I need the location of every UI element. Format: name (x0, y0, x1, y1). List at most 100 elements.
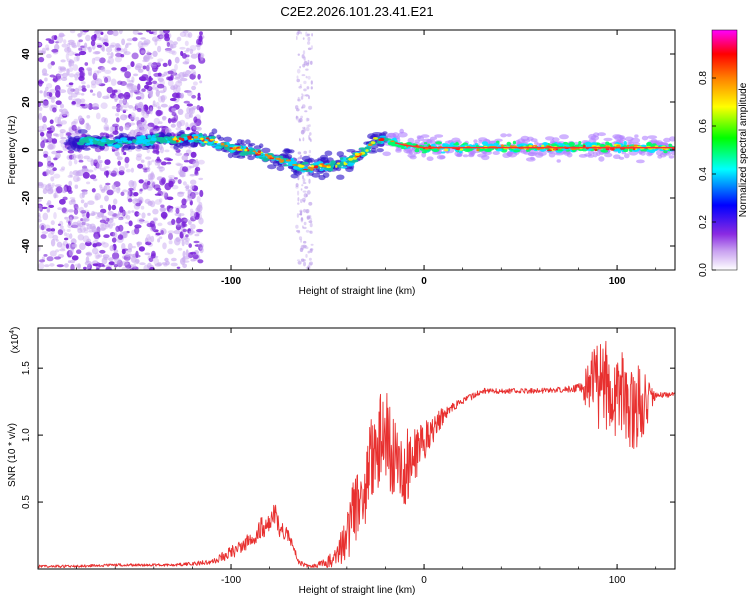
noise-speckle (106, 60, 111, 64)
noise-speckle (306, 86, 310, 90)
noise-speckle (84, 62, 89, 66)
y-tick-label: 1.0 (21, 428, 32, 442)
ridge-halo (477, 153, 487, 158)
noise-speckle (197, 159, 205, 165)
noise-speckle (137, 83, 141, 91)
noise-speckle (52, 75, 58, 83)
ridge-core (266, 152, 274, 156)
ridge-core (201, 143, 205, 147)
ridge-halo (66, 145, 76, 151)
noise-speckle (104, 159, 111, 166)
noise-speckle (295, 185, 299, 189)
ridge-core (210, 135, 217, 139)
noise-speckle (87, 169, 94, 173)
ridge-hotspot (193, 135, 199, 139)
noise-speckle (298, 139, 302, 142)
y-tick-label: -20 (21, 190, 32, 205)
noise-speckle (56, 186, 63, 194)
noise-speckle (182, 166, 188, 173)
ridge-halo (613, 154, 621, 159)
noise-speckle (302, 137, 305, 142)
noise-speckle (153, 257, 160, 265)
noise-speckle (153, 218, 158, 222)
noise-speckle (176, 266, 181, 269)
noise-speckle (168, 180, 174, 188)
noise-speckle (108, 261, 115, 266)
noise-speckle (92, 72, 98, 81)
noise-speckle (184, 112, 191, 120)
noise-speckle (186, 47, 190, 52)
noise-speckle (194, 244, 201, 247)
noise-speckle (90, 40, 96, 47)
noise-speckle (169, 43, 177, 49)
noise-speckle (91, 57, 96, 65)
noise-speckle (113, 263, 118, 268)
ridge-hotspot (236, 148, 242, 151)
ridge-halo (612, 134, 622, 139)
noise-speckle (45, 168, 50, 176)
noise-speckle (175, 148, 181, 153)
noise-speckle (50, 238, 56, 247)
noise-speckle (167, 70, 174, 75)
ridge-core (668, 143, 672, 147)
noise-speckle (38, 56, 45, 63)
noise-speckle (47, 137, 51, 142)
noise-speckle (196, 228, 204, 233)
ridge-halo (136, 145, 142, 150)
noise-speckle (136, 107, 142, 113)
noise-speckle (99, 184, 103, 189)
noise-speckle (194, 211, 200, 218)
noise-speckle (103, 170, 110, 176)
noise-speckle (152, 252, 156, 257)
noise-speckle (299, 247, 304, 252)
noise-speckle (296, 213, 299, 218)
noise-speckle (41, 231, 48, 235)
ridge-core (513, 149, 521, 153)
noise-speckle (74, 263, 81, 267)
noise-speckle (297, 96, 300, 102)
noise-speckle (40, 183, 48, 189)
ridge-halo (641, 135, 649, 141)
y-tick-label: 1.5 (21, 361, 32, 375)
ridge-halo (397, 131, 408, 138)
noise-speckle (46, 256, 54, 262)
noise-speckle (308, 201, 313, 206)
noise-speckle (71, 121, 78, 125)
noise-speckle (59, 225, 64, 229)
noise-speckle (143, 264, 150, 270)
noise-speckle (45, 47, 50, 51)
noise-speckle (198, 211, 202, 214)
noise-speckle (299, 66, 301, 69)
noise-speckle (116, 186, 121, 194)
ridge-halo (417, 135, 424, 142)
noise-speckle (140, 108, 145, 116)
noise-speckle (185, 249, 189, 257)
ridge-halo (578, 154, 588, 158)
ridge-core (97, 140, 102, 143)
noise-speckle (38, 129, 44, 133)
noise-speckle (56, 73, 64, 77)
ridge-halo (506, 133, 512, 137)
ridge-core (89, 141, 94, 145)
noise-speckle (79, 242, 86, 251)
noise-speckle (147, 180, 151, 186)
noise-speckle (302, 128, 306, 133)
noise-speckle (56, 264, 64, 268)
noise-speckle (190, 53, 198, 59)
noise-speckle (147, 236, 152, 244)
noise-speckle (88, 46, 92, 53)
noise-speckle (118, 170, 125, 176)
ridge-core (122, 139, 129, 143)
noise-speckle (157, 238, 161, 243)
noise-speckle (169, 207, 174, 213)
noise-speckle (161, 191, 167, 197)
noise-speckle (96, 44, 102, 48)
ridge-halo (436, 154, 446, 160)
noise-speckle (297, 98, 301, 102)
noise-speckle (71, 221, 79, 229)
ridge-halo (598, 156, 605, 162)
ridge-hotspot (444, 148, 449, 152)
noise-speckle (95, 78, 103, 86)
noise-speckle (297, 151, 302, 155)
noise-speckle (170, 262, 178, 267)
